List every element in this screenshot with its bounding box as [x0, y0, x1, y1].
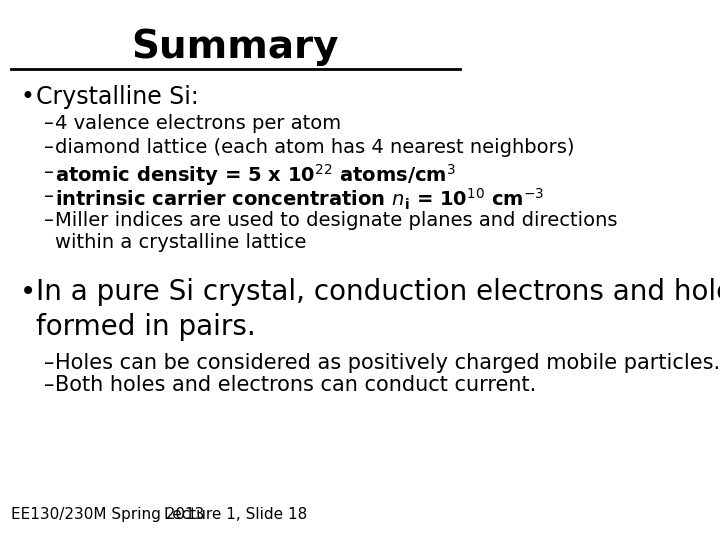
- Text: –: –: [43, 114, 53, 133]
- Text: atomic density = 5 x 10$^{22}$ atoms/cm$^{3}$: atomic density = 5 x 10$^{22}$ atoms/cm$…: [55, 163, 456, 188]
- Text: –: –: [43, 187, 53, 206]
- Text: In a pure Si crystal, conduction electrons and holes are
formed in pairs.: In a pure Si crystal, conduction electro…: [37, 278, 720, 341]
- Text: Both holes and electrons can conduct current.: Both holes and electrons can conduct cur…: [55, 375, 536, 395]
- Text: 4 valence electrons per atom: 4 valence electrons per atom: [55, 114, 341, 133]
- Text: –: –: [43, 163, 53, 181]
- Text: –: –: [43, 375, 54, 395]
- Text: •: •: [20, 278, 36, 306]
- Text: Summary: Summary: [132, 28, 339, 66]
- Text: Miller indices are used to designate planes and directions
within a crystalline : Miller indices are used to designate pla…: [55, 211, 618, 252]
- Text: Holes can be considered as positively charged mobile particles.: Holes can be considered as positively ch…: [55, 353, 720, 373]
- Text: •: •: [20, 85, 34, 109]
- Text: diamond lattice (each atom has 4 nearest neighbors): diamond lattice (each atom has 4 nearest…: [55, 138, 575, 157]
- Text: intrinsic carrier concentration $\mathbf{\mathit{n}}_\mathbf{i}$ = 10$^{10}$ cm$: intrinsic carrier concentration $\mathbf…: [55, 187, 544, 212]
- Text: EE130/230M Spring 2013: EE130/230M Spring 2013: [11, 508, 204, 523]
- Text: –: –: [43, 211, 53, 230]
- Text: –: –: [43, 138, 53, 157]
- Text: –: –: [43, 353, 54, 373]
- Text: Crystalline Si:: Crystalline Si:: [37, 85, 199, 109]
- Text: Lecture 1, Slide 18: Lecture 1, Slide 18: [163, 508, 307, 523]
